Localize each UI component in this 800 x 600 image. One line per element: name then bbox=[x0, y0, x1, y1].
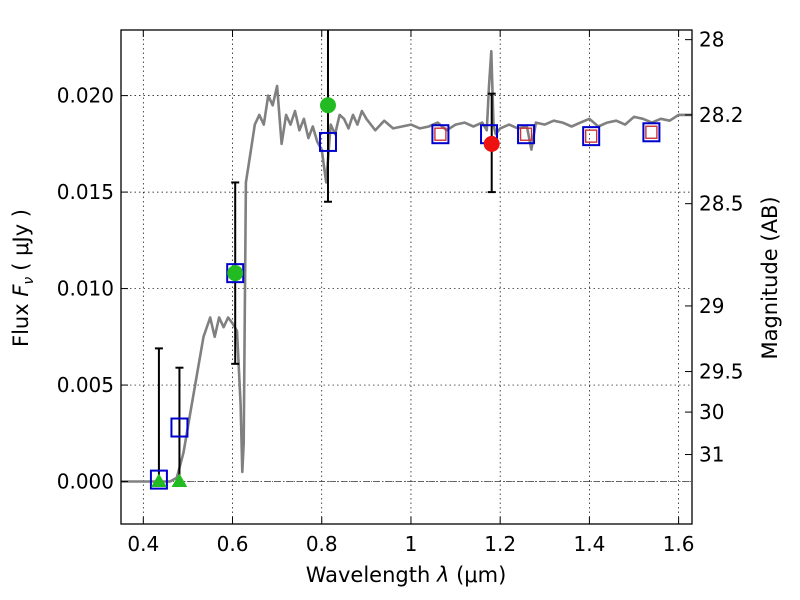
x-axis-ticks: 0.4 0.6 0.8 1 1.2 1.4 1.6 bbox=[127, 30, 695, 556]
y-tick-label: 0.020 bbox=[57, 84, 114, 108]
model-photometry-square bbox=[517, 124, 536, 145]
model-spectrum-line bbox=[121, 49, 692, 483]
model-photometry-square bbox=[149, 469, 168, 490]
magnitude-tick-label: 31 bbox=[699, 443, 724, 467]
inner-square bbox=[434, 127, 447, 141]
x-axis-label: Wavelength λ (μm) bbox=[306, 563, 507, 587]
x-tick-label: 0.8 bbox=[306, 532, 338, 556]
y-tick-label: 0.010 bbox=[57, 277, 114, 301]
model-photometry-square bbox=[642, 122, 661, 143]
y-tick-label: 0.005 bbox=[57, 373, 114, 397]
inner-square bbox=[645, 125, 658, 139]
model-photometry-square bbox=[582, 126, 601, 147]
magnitude-tick-label: 28 bbox=[699, 28, 724, 52]
magnitude-tick-label: 30 bbox=[699, 400, 724, 424]
x-tick-label: 1.2 bbox=[484, 532, 516, 556]
x-tick-label: 1.6 bbox=[663, 532, 695, 556]
magnitude-tick-label: 29 bbox=[699, 294, 724, 318]
highlight-point bbox=[483, 135, 500, 152]
grid-lines bbox=[121, 30, 692, 524]
x-tick-label: 0.6 bbox=[217, 532, 249, 556]
y-axis-label: Flux Fν( μJy ) bbox=[9, 209, 37, 347]
x-tick-label: 0.4 bbox=[127, 532, 159, 556]
magnitude-tick-label: 28.2 bbox=[699, 103, 744, 127]
y-tick-label: 0.015 bbox=[57, 180, 114, 204]
observed-point bbox=[227, 265, 244, 282]
plot-area bbox=[121, 30, 692, 490]
axes-frame bbox=[120, 29, 693, 525]
upper-limit-triangle bbox=[171, 473, 188, 488]
plot-frame bbox=[120, 29, 693, 525]
magnitude-tick-label: 29.5 bbox=[699, 360, 744, 384]
magnitude-tick-label: 28.5 bbox=[699, 192, 744, 216]
inner-square bbox=[519, 127, 533, 141]
observed-point bbox=[319, 97, 336, 114]
model-photometry-square bbox=[170, 417, 189, 438]
magnitude-axis-ticks: 28 28.2 28.5 29 29.5 30 31 bbox=[685, 28, 744, 467]
x-tick-label: 1.4 bbox=[573, 532, 605, 556]
y-axis-ticks: 0.000 0.005 0.010 0.015 0.020 bbox=[57, 84, 128, 494]
model-photometry-square bbox=[431, 124, 450, 145]
magnitude-axis-label: Magnitude (AB) bbox=[758, 196, 782, 359]
x-tick-label: 1 bbox=[405, 532, 418, 556]
model-photometry-square bbox=[318, 131, 337, 152]
y-tick-label: 0.000 bbox=[57, 470, 114, 494]
inner-square bbox=[584, 129, 598, 143]
upper-limit-triangle bbox=[151, 473, 167, 488]
